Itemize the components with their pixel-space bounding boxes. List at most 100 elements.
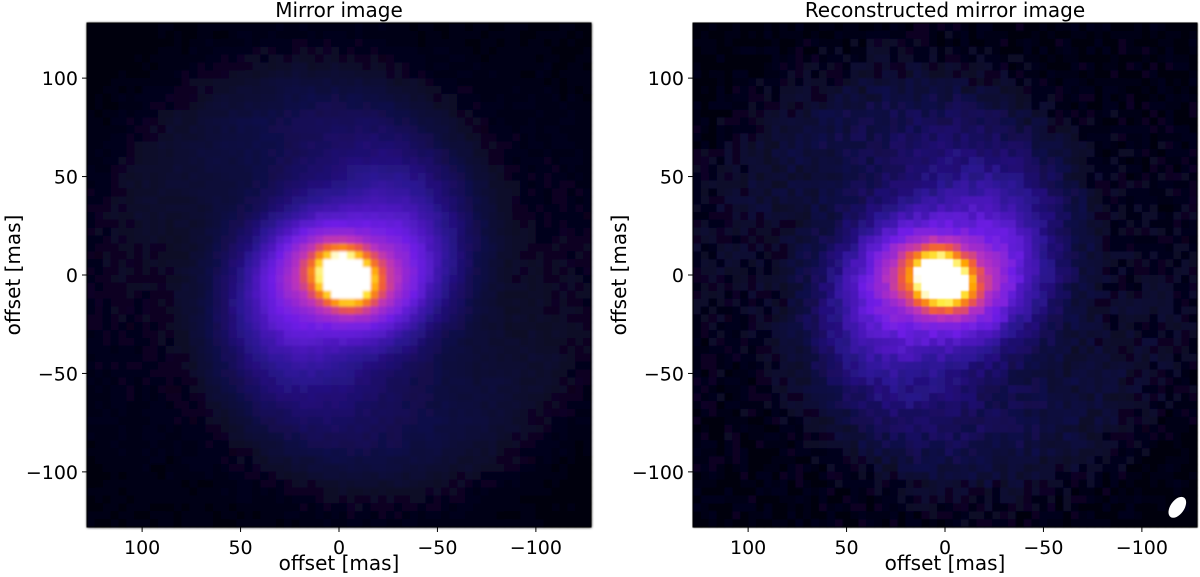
heatmap-cell	[756, 23, 765, 32]
heatmap-cell	[693, 54, 702, 63]
heatmap-cell	[504, 471, 513, 481]
heatmap-cell	[921, 70, 930, 79]
heatmap-cell	[142, 338, 151, 347]
heatmap-cell	[543, 46, 553, 56]
heatmap-cell	[504, 156, 513, 166]
heatmap-cell	[716, 78, 726, 87]
heatmap-cell	[528, 117, 537, 126]
heatmap-cell	[354, 298, 364, 308]
heatmap-cell	[118, 180, 127, 189]
heatmap-cell	[150, 393, 159, 402]
heatmap-cell	[583, 235, 592, 245]
heatmap-cell	[354, 345, 364, 355]
heatmap-cell	[315, 93, 324, 103]
heatmap-cell	[189, 471, 198, 481]
heatmap-cell	[276, 432, 285, 441]
heatmap-cell	[157, 408, 167, 418]
heatmap-cell	[283, 440, 293, 449]
heatmap-cell	[94, 219, 104, 229]
heatmap-cell	[394, 385, 403, 394]
heatmap-cell	[929, 38, 938, 48]
heatmap-cell	[213, 440, 222, 449]
heatmap-cell	[362, 275, 372, 284]
heatmap-cell	[181, 23, 190, 32]
heatmap-cell	[559, 54, 568, 63]
heatmap-cell	[449, 54, 458, 63]
heatmap-cell	[102, 251, 112, 260]
heatmap-cell	[1094, 23, 1104, 32]
heatmap-cell	[134, 298, 143, 308]
heatmap-cell	[87, 393, 96, 402]
heatmap-cell	[1086, 70, 1096, 79]
heatmap-cell	[370, 125, 379, 134]
heatmap-cell	[1000, 93, 1009, 103]
heatmap-cell	[354, 235, 364, 245]
heatmap-cell	[150, 385, 159, 394]
heatmap-cell	[402, 212, 411, 221]
heatmap-cell	[826, 125, 836, 134]
heatmap-cells	[87, 23, 592, 528]
heatmap-cell	[331, 243, 340, 252]
heatmap-cell	[480, 456, 490, 465]
heatmap-cell	[551, 448, 561, 457]
heatmap-cell	[417, 38, 427, 48]
heatmap-cell	[118, 503, 127, 512]
heatmap-cell	[472, 322, 482, 331]
heatmap-cell	[394, 219, 403, 229]
heatmap-cell	[583, 495, 592, 504]
heatmap-cell	[268, 23, 277, 32]
heatmap-cell	[811, 46, 820, 56]
heatmap-cell	[299, 38, 309, 48]
heatmap-cell	[575, 393, 584, 402]
heatmap-cell	[528, 503, 537, 512]
heatmap-cell	[567, 377, 576, 386]
heatmap-cell	[1094, 70, 1104, 79]
heatmap-cell	[716, 93, 726, 103]
heatmap-cell	[189, 503, 198, 512]
heatmap-cell	[559, 156, 568, 166]
heatmap-cell	[496, 204, 505, 213]
heatmap-cell	[354, 495, 364, 504]
heatmap-cell	[157, 62, 167, 71]
heatmap-cell	[354, 156, 364, 166]
heatmap-cell	[488, 219, 498, 229]
heatmap-cell	[165, 109, 175, 119]
heatmap-cell	[118, 495, 127, 504]
heatmap-cell	[575, 298, 584, 308]
heatmap-cell	[283, 125, 293, 134]
heatmap-cell	[528, 227, 537, 237]
heatmap-cell	[488, 471, 498, 481]
heatmap-cell	[465, 164, 474, 174]
heatmap-cell	[181, 109, 190, 119]
heatmap-cell	[291, 448, 301, 457]
heatmap-cell	[472, 298, 482, 308]
heatmap-cell	[984, 70, 993, 79]
heatmap-cell	[94, 156, 104, 166]
heatmap-cell	[433, 464, 442, 473]
heatmap-cell	[102, 188, 112, 197]
heatmap-cell	[370, 448, 379, 457]
heatmap-cell	[543, 109, 553, 119]
heatmap-cell	[559, 267, 568, 276]
heatmap-cell	[315, 70, 324, 79]
heatmap-cell	[457, 46, 466, 56]
heatmap-cell	[362, 109, 372, 119]
heatmap-cell	[559, 338, 568, 347]
heatmap-cell	[126, 251, 135, 260]
heatmap-cell	[1023, 46, 1033, 56]
heatmap-cell	[417, 448, 427, 457]
heatmap-cell	[94, 164, 104, 174]
heatmap-cell	[307, 416, 316, 426]
heatmap-cell	[551, 54, 561, 63]
heatmap-cell	[323, 282, 332, 292]
heatmap-cell	[181, 487, 190, 497]
heatmap-cell	[94, 188, 104, 197]
heatmap-cell	[228, 172, 238, 182]
heatmap-cell	[1023, 54, 1033, 63]
heatmap-cell	[1023, 109, 1033, 119]
heatmap-cell	[268, 369, 277, 378]
heatmap-cell	[283, 70, 293, 79]
heatmap-cell	[291, 298, 301, 308]
heatmap-cell	[409, 38, 419, 48]
heatmap-cell	[441, 495, 450, 504]
